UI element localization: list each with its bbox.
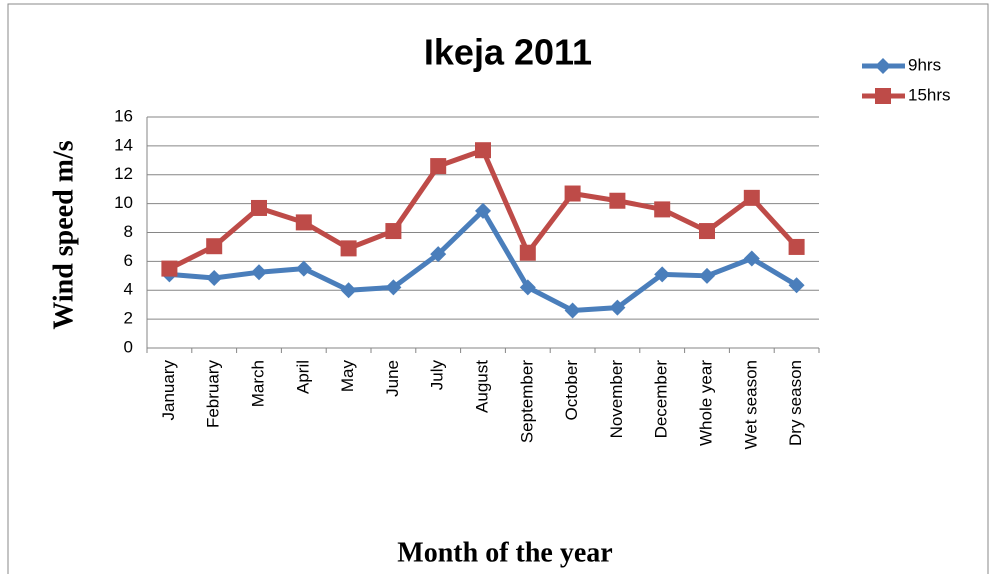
point-marker (609, 192, 626, 209)
x-axis-label: Month of the year (397, 537, 612, 568)
point-marker (519, 279, 536, 296)
point-marker (295, 214, 312, 231)
point-marker (699, 223, 715, 240)
point-marker (564, 302, 581, 319)
x-tick-label: Wet season (741, 360, 760, 449)
point-marker (519, 244, 536, 261)
x-tick-label: July (428, 360, 447, 391)
point-marker (430, 158, 447, 175)
point-marker (699, 267, 715, 284)
y-tick-label: 2 (124, 309, 133, 328)
legend-label: 9hrs (908, 55, 941, 74)
y-tick-label: 14 (114, 135, 133, 154)
chart-border (7, 3, 989, 574)
point-marker (295, 260, 312, 277)
point-marker (609, 299, 626, 316)
point-marker (251, 199, 267, 216)
x-tick-label: May (338, 360, 357, 393)
x-tick-label: April (293, 360, 312, 394)
x-tick-label: Whole year (696, 360, 715, 446)
point-marker (206, 269, 223, 286)
y-tick-label: 0 (124, 337, 133, 356)
point-marker (430, 246, 447, 263)
point-marker (743, 189, 760, 206)
point-marker (475, 202, 491, 219)
y-tick-label: 8 (124, 222, 133, 241)
x-tick-label: February (204, 360, 223, 429)
point-marker (654, 201, 671, 218)
legend-marker (875, 58, 891, 74)
x-tick-label: September (517, 360, 536, 443)
x-tick-label: January (159, 360, 178, 421)
x-tick-label: October (562, 360, 581, 421)
y-tick-label: 10 (114, 193, 133, 212)
x-tick-label: March (248, 360, 267, 407)
point-marker (161, 260, 178, 277)
chart-title: Ikeja 2011 (424, 32, 592, 73)
y-tick-label: 6 (124, 251, 133, 270)
y-tick-label: 12 (114, 164, 133, 183)
y-tick-label: 4 (124, 280, 133, 299)
x-tick-label: November (607, 360, 626, 439)
point-marker (385, 223, 402, 240)
point-marker (743, 250, 760, 267)
x-tick-label: Dry season (786, 360, 805, 446)
point-marker (475, 142, 491, 159)
y-axis-label: Wind speed m/s (48, 140, 79, 329)
point-marker (654, 266, 671, 283)
x-tick-label: August (472, 360, 491, 413)
point-marker (788, 277, 805, 294)
legend-label: 15hrs (908, 85, 951, 104)
y-tick-label: 16 (114, 106, 133, 125)
x-tick-label: June (383, 360, 402, 397)
point-marker (340, 282, 357, 299)
point-marker (251, 264, 267, 281)
x-tick-label: December (652, 360, 671, 439)
point-marker (340, 240, 357, 257)
point-marker (564, 185, 581, 202)
point-marker (385, 279, 402, 296)
point-marker (206, 238, 223, 255)
legend-marker (875, 88, 891, 104)
point-marker (788, 238, 805, 255)
